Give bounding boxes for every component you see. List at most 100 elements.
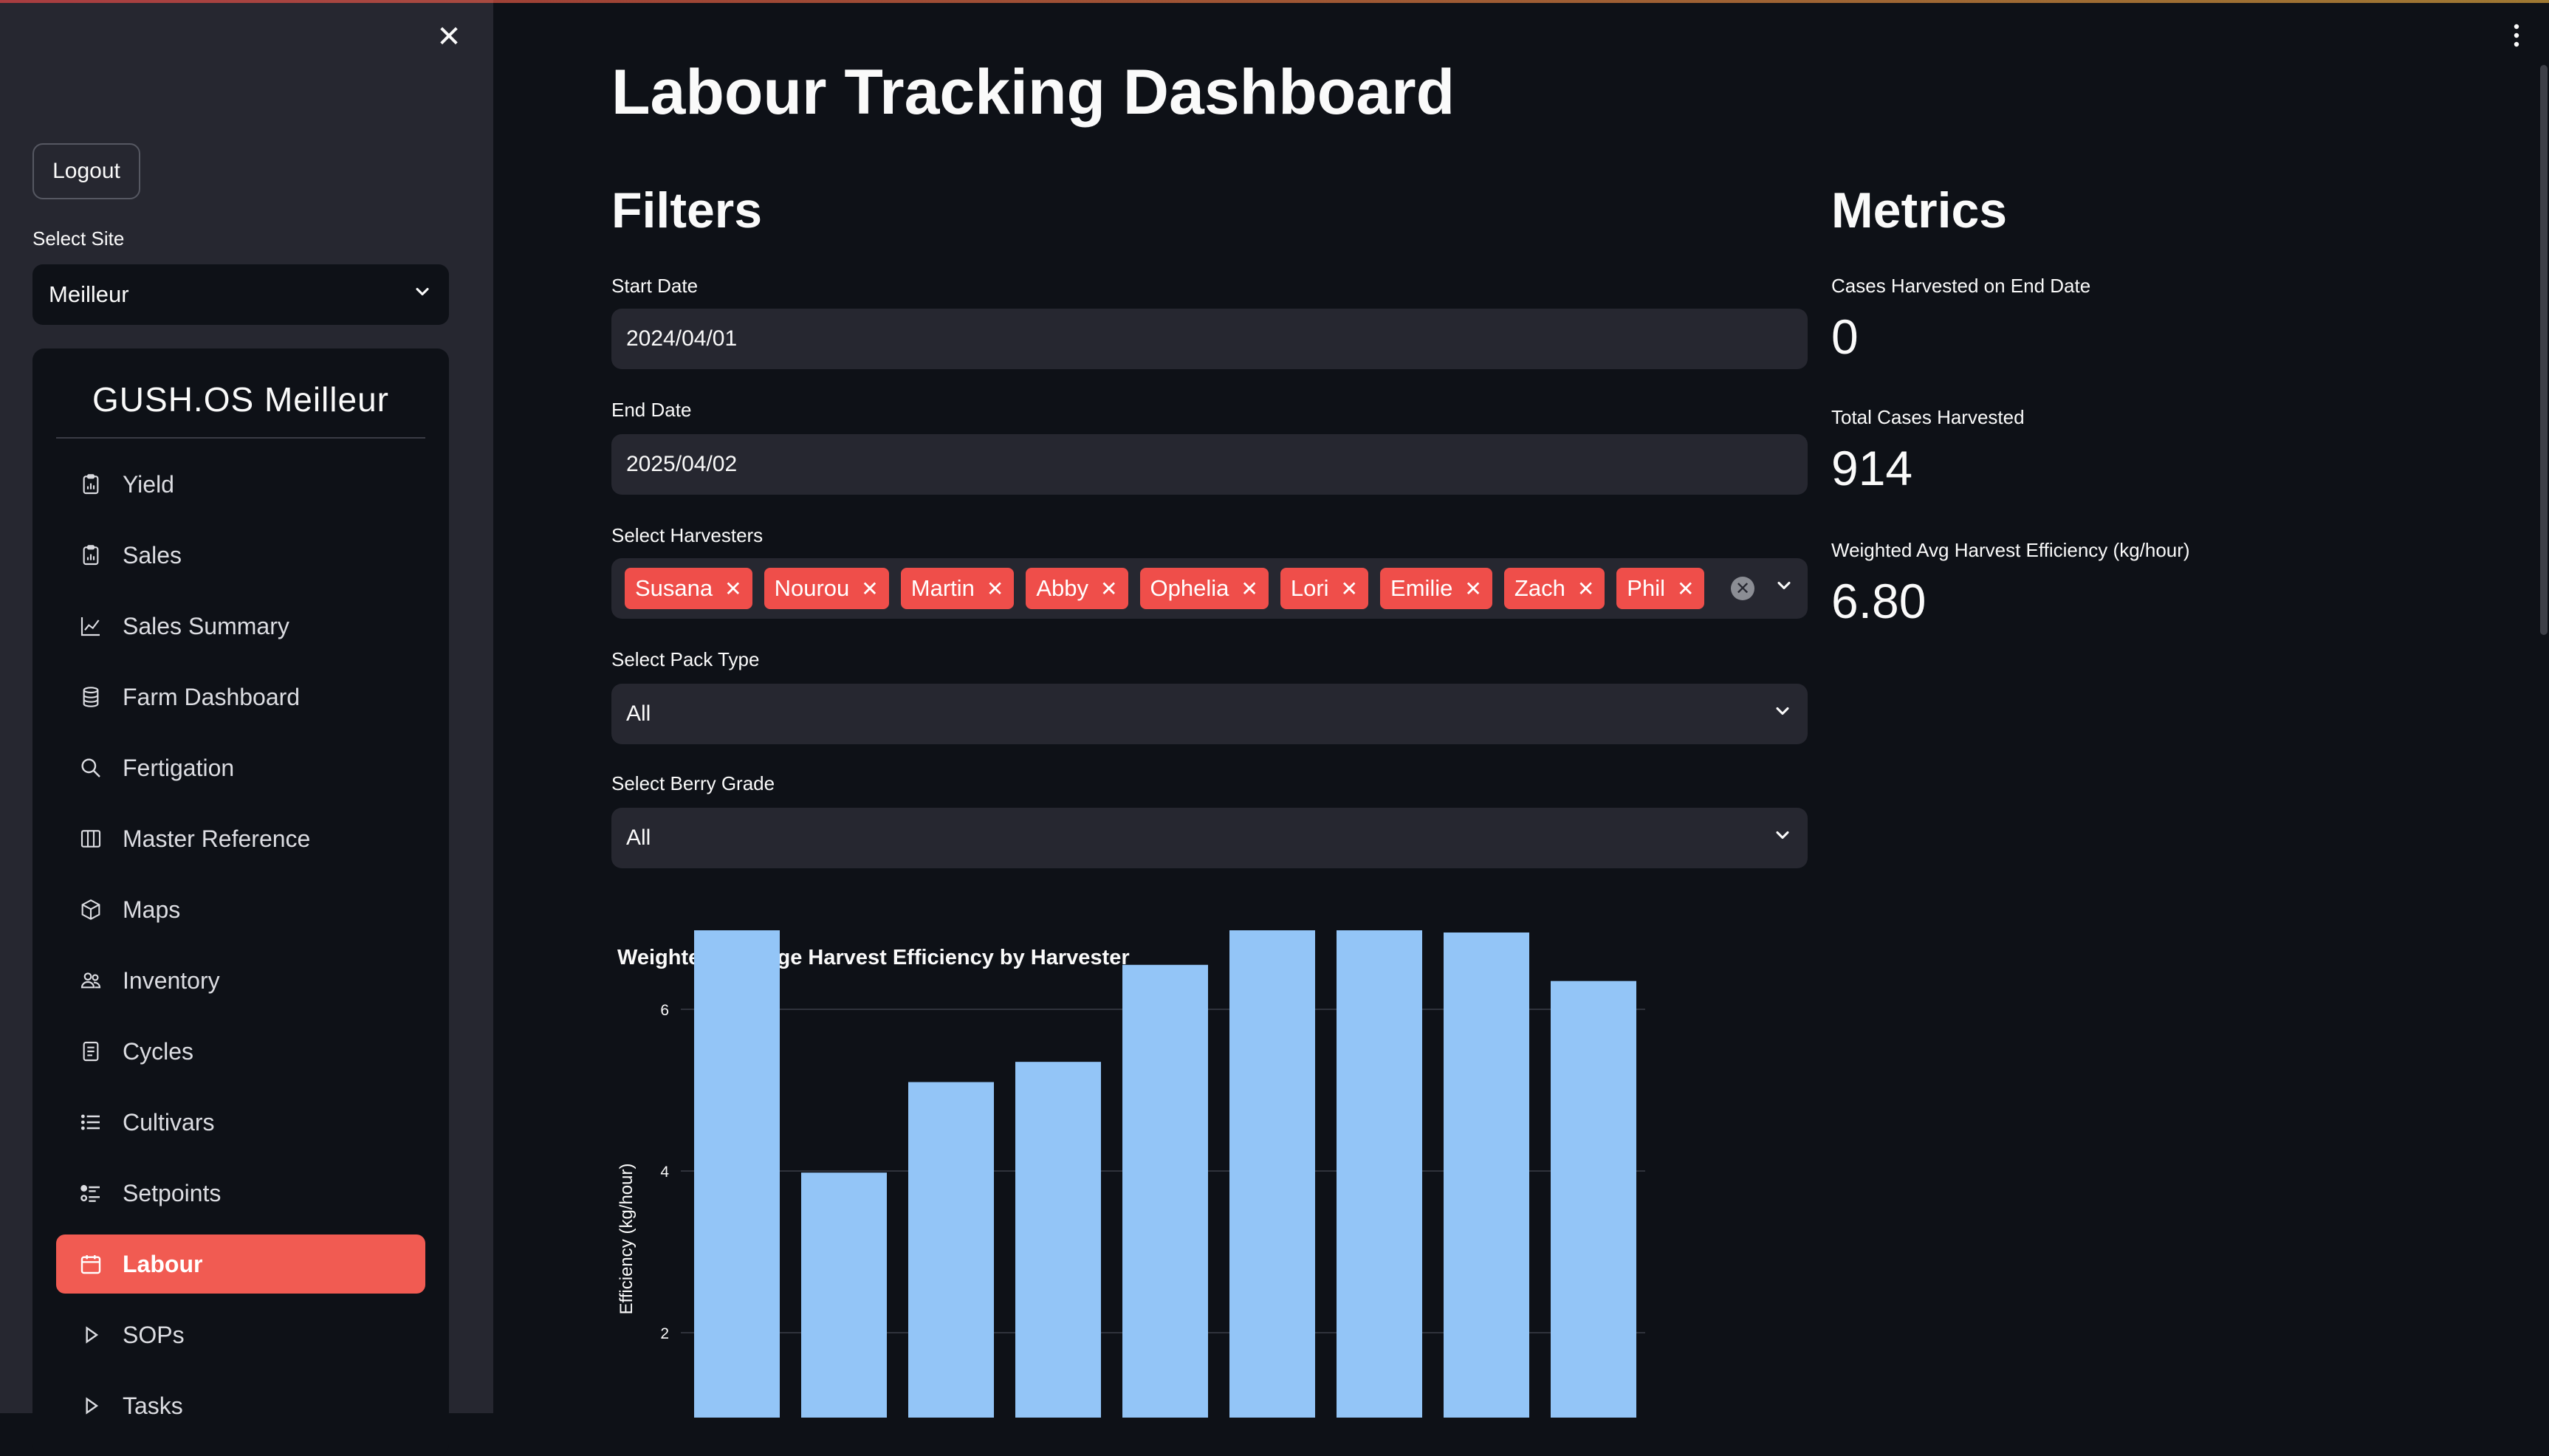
filters-heading: Filters <box>611 182 763 238</box>
sidebar-item-cycles[interactable]: Cycles <box>56 1022 425 1081</box>
chart-y-tick-label: 6 <box>660 1002 669 1019</box>
sidebar-item-label: Labour <box>123 1250 203 1277</box>
sidebar-item-sales-summary[interactable]: Sales Summary <box>56 597 425 656</box>
nav-divider <box>56 437 425 439</box>
search-icon <box>78 755 103 780</box>
remove-tag-icon[interactable]: ✕ <box>861 577 879 600</box>
pack-type-select[interactable]: All <box>611 684 1808 744</box>
sidebar-item-label: Master Reference <box>123 825 311 852</box>
site-select[interactable]: Meilleur <box>32 264 449 325</box>
remove-tag-icon[interactable]: ✕ <box>986 577 1004 600</box>
sidebar-item-maps[interactable]: Maps <box>56 880 425 939</box>
list-check-icon <box>78 1181 103 1206</box>
harvester-tag[interactable]: Phil ✕ <box>1616 568 1705 609</box>
scrollbar-thumb[interactable] <box>2540 65 2548 635</box>
close-icon[interactable]: ✕ <box>436 21 462 53</box>
chart-bar-phil[interactable] <box>1551 981 1636 1418</box>
sidebar-item-sales[interactable]: Sales <box>56 526 425 585</box>
harvester-tag[interactable]: Nourou ✕ <box>764 568 889 609</box>
start-date-value: 2024/04/01 <box>626 326 738 351</box>
remove-tag-icon[interactable]: ✕ <box>1340 577 1359 600</box>
harvester-tag[interactable]: Zach ✕ <box>1503 568 1605 609</box>
berry-grade-value: All <box>626 825 651 850</box>
chart-bar-susana[interactable] <box>694 930 780 1418</box>
end-date-value: 2025/04/02 <box>626 452 738 476</box>
chevron-down-icon[interactable] <box>1774 575 1794 602</box>
sidebar-item-fertigation[interactable]: Fertigation <box>56 738 425 797</box>
chart-bar-nourou[interactable] <box>801 1172 887 1418</box>
sidebar-item-label: Farm Dashboard <box>123 683 301 710</box>
berry-grade-label: Select Berry Grade <box>611 772 775 794</box>
sidebar: ✕ Logout Select Site Meilleur GUSH.OS Me… <box>0 0 493 1456</box>
remove-tag-icon[interactable]: ✕ <box>1577 577 1595 600</box>
harvesters-multiselect[interactable]: Susana ✕ Nourou ✕ Martin ✕ Abby ✕ Ophelia ✕ L… <box>611 558 1808 619</box>
calendar-icon <box>78 1251 103 1277</box>
chart-y-tick-label: 2 <box>660 1325 669 1342</box>
harvester-tag[interactable]: Ophelia ✕ <box>1139 568 1269 609</box>
chevron-down-icon <box>1772 825 1793 851</box>
list-icon <box>78 1110 103 1135</box>
harvester-tag[interactable]: Abby ✕ <box>1026 568 1128 609</box>
chart-bar-abby[interactable] <box>1015 1062 1101 1418</box>
metric-efficiency-value: 6.80 <box>1831 574 1927 628</box>
sidebar-item-sops[interactable]: SOPs <box>56 1305 425 1364</box>
metric-total-cases-value: 914 <box>1831 441 1913 495</box>
remove-tag-icon[interactable]: ✕ <box>1676 577 1695 600</box>
play-icon <box>78 1393 103 1418</box>
harvesters-label: Select Harvesters <box>611 524 764 546</box>
line-chart-icon <box>78 614 103 639</box>
chevron-down-icon <box>412 281 433 308</box>
harvester-tag[interactable]: Martin ✕ <box>900 568 1015 609</box>
end-date-input[interactable]: 2025/04/02 <box>611 434 1808 495</box>
sidebar-item-yield[interactable]: Yield <box>56 455 425 514</box>
top-decoration-line <box>0 0 2549 3</box>
sidebar-item-master-reference[interactable]: Master Reference <box>56 809 425 868</box>
sidebar-item-label: Cultivars <box>123 1108 215 1136</box>
berry-grade-select[interactable]: All <box>611 808 1808 868</box>
metrics-heading: Metrics <box>1831 182 2008 238</box>
sidebar-item-label: Sales Summary <box>123 612 289 639</box>
harvester-tag[interactable]: Susana ✕ <box>625 568 752 609</box>
metric-cases-end-date-value: 0 <box>1831 309 1859 364</box>
columns-icon <box>78 826 103 851</box>
chart-bar-lori[interactable] <box>1229 930 1315 1418</box>
sidebar-item-farm-dashboard[interactable]: Farm Dashboard <box>56 667 425 727</box>
page-title: Labour Tracking Dashboard <box>611 57 1455 128</box>
efficiency-bar-chart: Weighted Average Harvest Efficiency by H… <box>617 930 1645 1418</box>
harvester-tag[interactable]: Lori ✕ <box>1280 568 1369 609</box>
sidebar-item-label: Sales <box>123 541 182 569</box>
sidebar-item-cultivars[interactable]: Cultivars <box>56 1093 425 1152</box>
more-options-icon[interactable] <box>2509 21 2524 50</box>
site-select-value: Meilleur <box>49 281 129 307</box>
chevron-down-icon <box>1772 701 1793 727</box>
clipboard-chart-icon <box>78 543 103 568</box>
end-date-label: End Date <box>611 399 692 421</box>
sidebar-item-inventory[interactable]: Inventory <box>56 951 425 1010</box>
sidebar-item-labour[interactable]: Labour <box>56 1234 425 1294</box>
logout-button[interactable]: Logout <box>32 143 140 199</box>
clipboard-chart-icon <box>78 472 103 497</box>
database-icon <box>78 684 103 710</box>
remove-tag-icon[interactable]: ✕ <box>724 577 742 600</box>
chart-bar-emilie[interactable] <box>1337 930 1422 1418</box>
chart-bar-ophelia[interactable] <box>1122 964 1208 1418</box>
pack-type-value: All <box>626 701 651 726</box>
chart-bar-zach[interactable] <box>1444 932 1529 1418</box>
sidebar-item-label: Yield <box>123 470 174 498</box>
start-date-input[interactable]: 2024/04/01 <box>611 309 1808 369</box>
selected-harvester-tags: Susana ✕ Nourou ✕ Martin ✕ Abby ✕ Ophelia ✕ L… <box>625 568 1705 609</box>
document-icon <box>78 1039 103 1064</box>
chart-y-tick-label: 4 <box>660 1164 669 1181</box>
sidebar-item-label: Maps <box>123 896 181 923</box>
chart-bar-martin[interactable] <box>908 1082 994 1418</box>
sidebar-item-setpoints[interactable]: Setpoints <box>56 1164 425 1223</box>
metric-total-cases-label: Total Cases Harvested <box>1831 406 2025 428</box>
sidebar-item-label: Tasks <box>123 1392 183 1419</box>
remove-tag-icon[interactable]: ✕ <box>1241 577 1258 600</box>
sidebar-item-tasks[interactable]: Tasks <box>56 1376 425 1435</box>
remove-tag-icon[interactable]: ✕ <box>1100 577 1118 600</box>
clear-all-icon[interactable]: ✕ <box>1731 577 1754 600</box>
nav-title: GUSH.OS Meilleur <box>92 380 389 419</box>
harvester-tag[interactable]: Emilie ✕ <box>1380 568 1492 609</box>
remove-tag-icon[interactable]: ✕ <box>1464 577 1482 600</box>
